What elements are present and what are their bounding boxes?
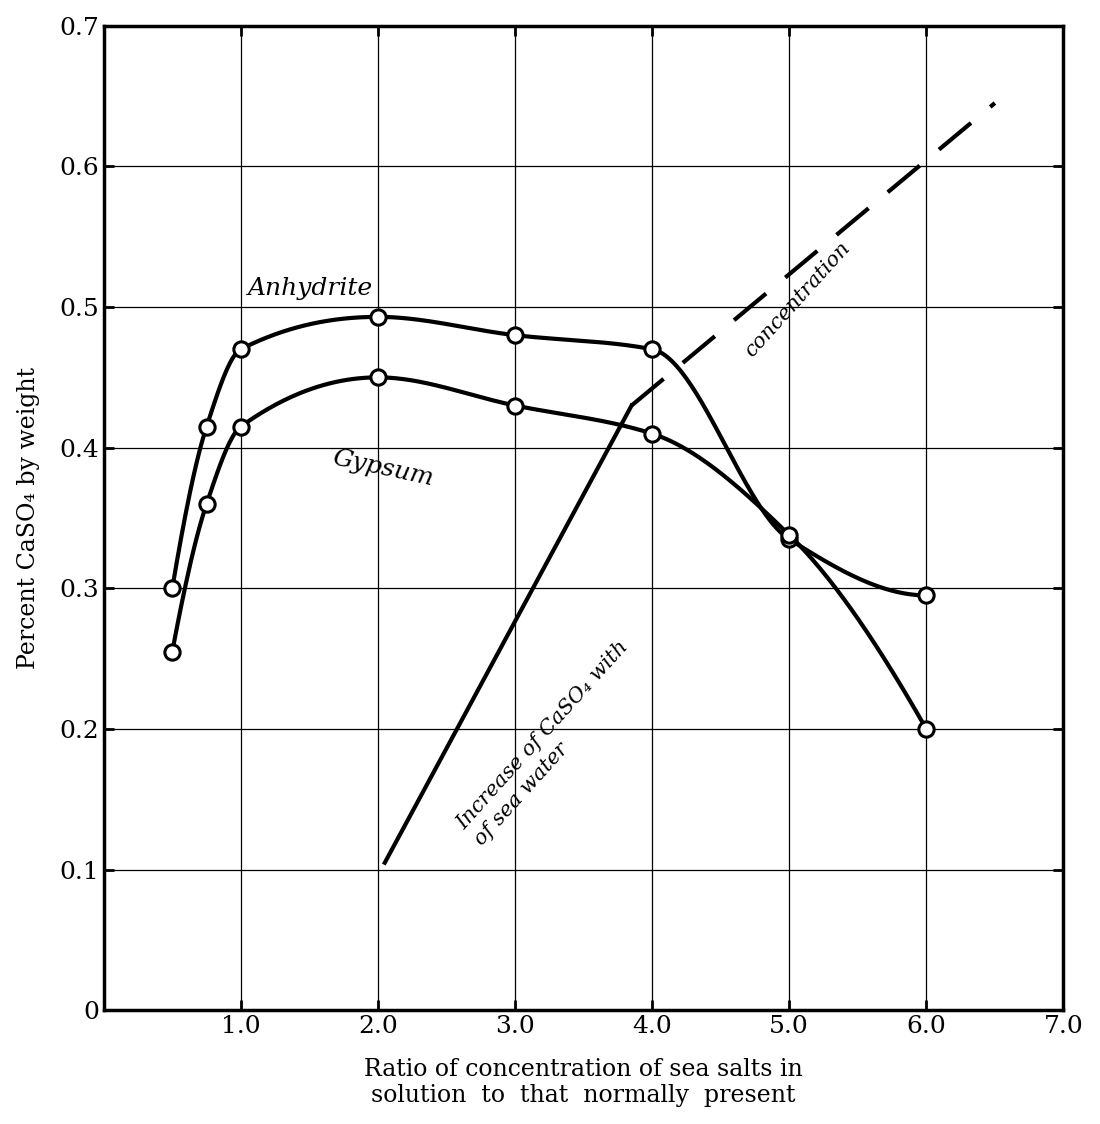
Text: Increase of CaSO₄ with
of sea water: Increase of CaSO₄ with of sea water bbox=[453, 637, 650, 849]
Text: Gypsum: Gypsum bbox=[330, 447, 436, 491]
Y-axis label: Percent CaSO₄ by weight: Percent CaSO₄ by weight bbox=[16, 366, 40, 669]
Text: Anhydrite: Anhydrite bbox=[248, 277, 373, 300]
Text: concentration: concentration bbox=[741, 238, 854, 361]
X-axis label: Ratio of concentration of sea salts in
solution  to  that  normally  present: Ratio of concentration of sea salts in s… bbox=[364, 1058, 803, 1107]
